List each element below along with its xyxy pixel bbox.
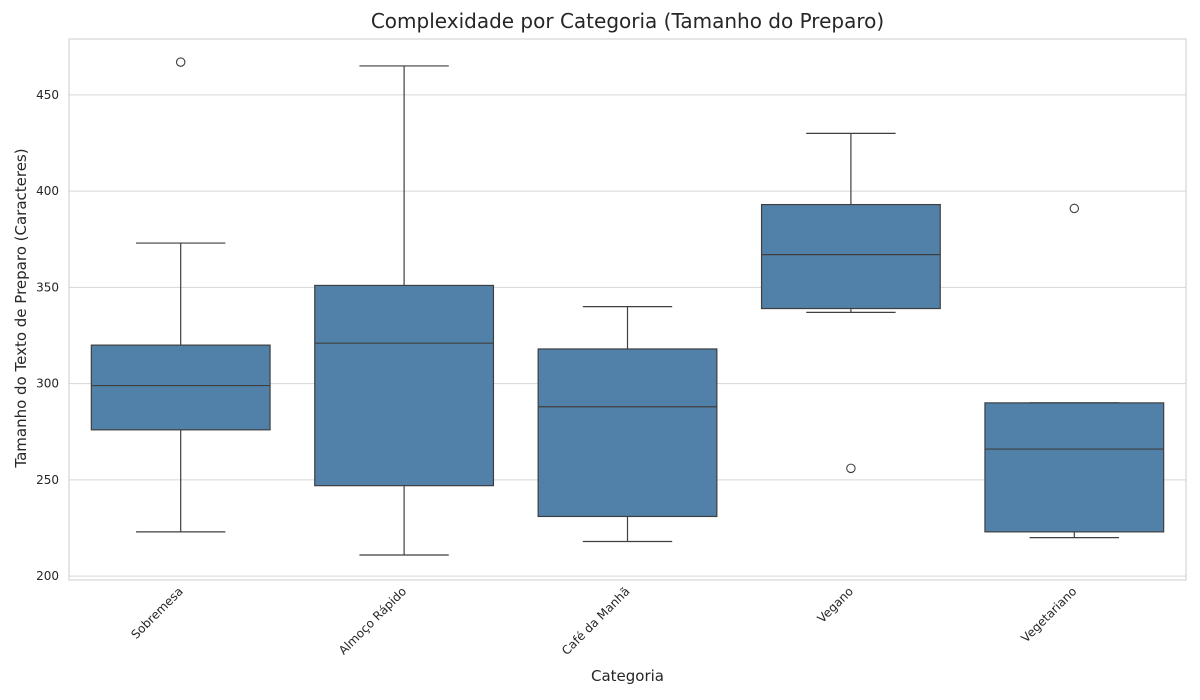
x-tick-label: Sobremesa bbox=[128, 584, 185, 641]
chart-title: Complexidade por Categoria (Tamanho do P… bbox=[370, 9, 885, 33]
box-2 bbox=[537, 348, 718, 518]
box-0 bbox=[90, 344, 271, 431]
x-tick-label: Café da Manhã bbox=[559, 584, 633, 658]
box-3 bbox=[760, 203, 941, 310]
x-axis-label: Categoria bbox=[590, 667, 664, 685]
box-4 bbox=[984, 402, 1165, 533]
x-tick-label: Vegano bbox=[815, 584, 856, 625]
x-tick-label: Almoço Rápido bbox=[336, 584, 409, 657]
y-tick-label: 300 bbox=[36, 377, 59, 391]
y-tick-label: 250 bbox=[36, 473, 59, 487]
box-1 bbox=[314, 284, 495, 487]
x-tick-label: Vegetariano bbox=[1018, 584, 1079, 645]
outlier-point bbox=[1069, 203, 1080, 214]
y-tick-label: 400 bbox=[36, 184, 59, 198]
y-tick-label: 350 bbox=[36, 280, 59, 294]
y-tick-label: 450 bbox=[36, 88, 59, 102]
y-axis-label: Tamanho do Texto de Preparo (Caracteres) bbox=[12, 148, 30, 468]
outlier-point bbox=[846, 463, 856, 474]
y-tick-label: 200 bbox=[36, 569, 59, 583]
outlier-point bbox=[175, 57, 186, 67]
plot-frame bbox=[68, 38, 1187, 581]
